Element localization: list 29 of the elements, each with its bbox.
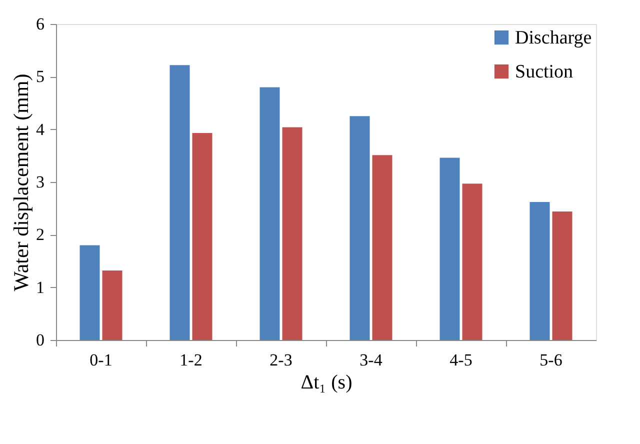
y-tick-label: 3 — [36, 172, 44, 192]
y-tick-label: 5 — [36, 67, 44, 86]
x-tick-label: 1-2 — [180, 350, 202, 370]
y-tick-label: 2 — [36, 225, 44, 244]
legend-label: Discharge — [515, 28, 592, 48]
y-tick-label: 4 — [36, 120, 45, 139]
x-axis-title: Δt₁ (s) — [300, 372, 352, 394]
bar — [102, 270, 122, 340]
bar — [530, 202, 550, 340]
bar — [260, 87, 280, 340]
bar — [170, 65, 190, 340]
bar — [552, 211, 572, 340]
bar — [80, 245, 100, 340]
bar — [372, 155, 392, 340]
x-tick-label: 5-6 — [540, 350, 562, 370]
bar — [282, 127, 302, 340]
y-tick-label: 6 — [36, 14, 44, 34]
bar — [440, 158, 460, 340]
legend-label: Suction — [515, 62, 574, 82]
bar — [350, 116, 370, 340]
bar — [192, 133, 212, 340]
x-tick-label: 0-1 — [90, 350, 112, 370]
y-tick-label: 1 — [36, 278, 44, 297]
bar — [462, 184, 482, 340]
y-tick-label: 0 — [36, 330, 44, 350]
y-axis-title: Water displacement (mm) — [9, 74, 33, 292]
x-tick-label: 2-3 — [270, 350, 292, 370]
x-tick-label: 4-5 — [450, 350, 472, 370]
x-tick-label: 3-4 — [360, 350, 383, 370]
